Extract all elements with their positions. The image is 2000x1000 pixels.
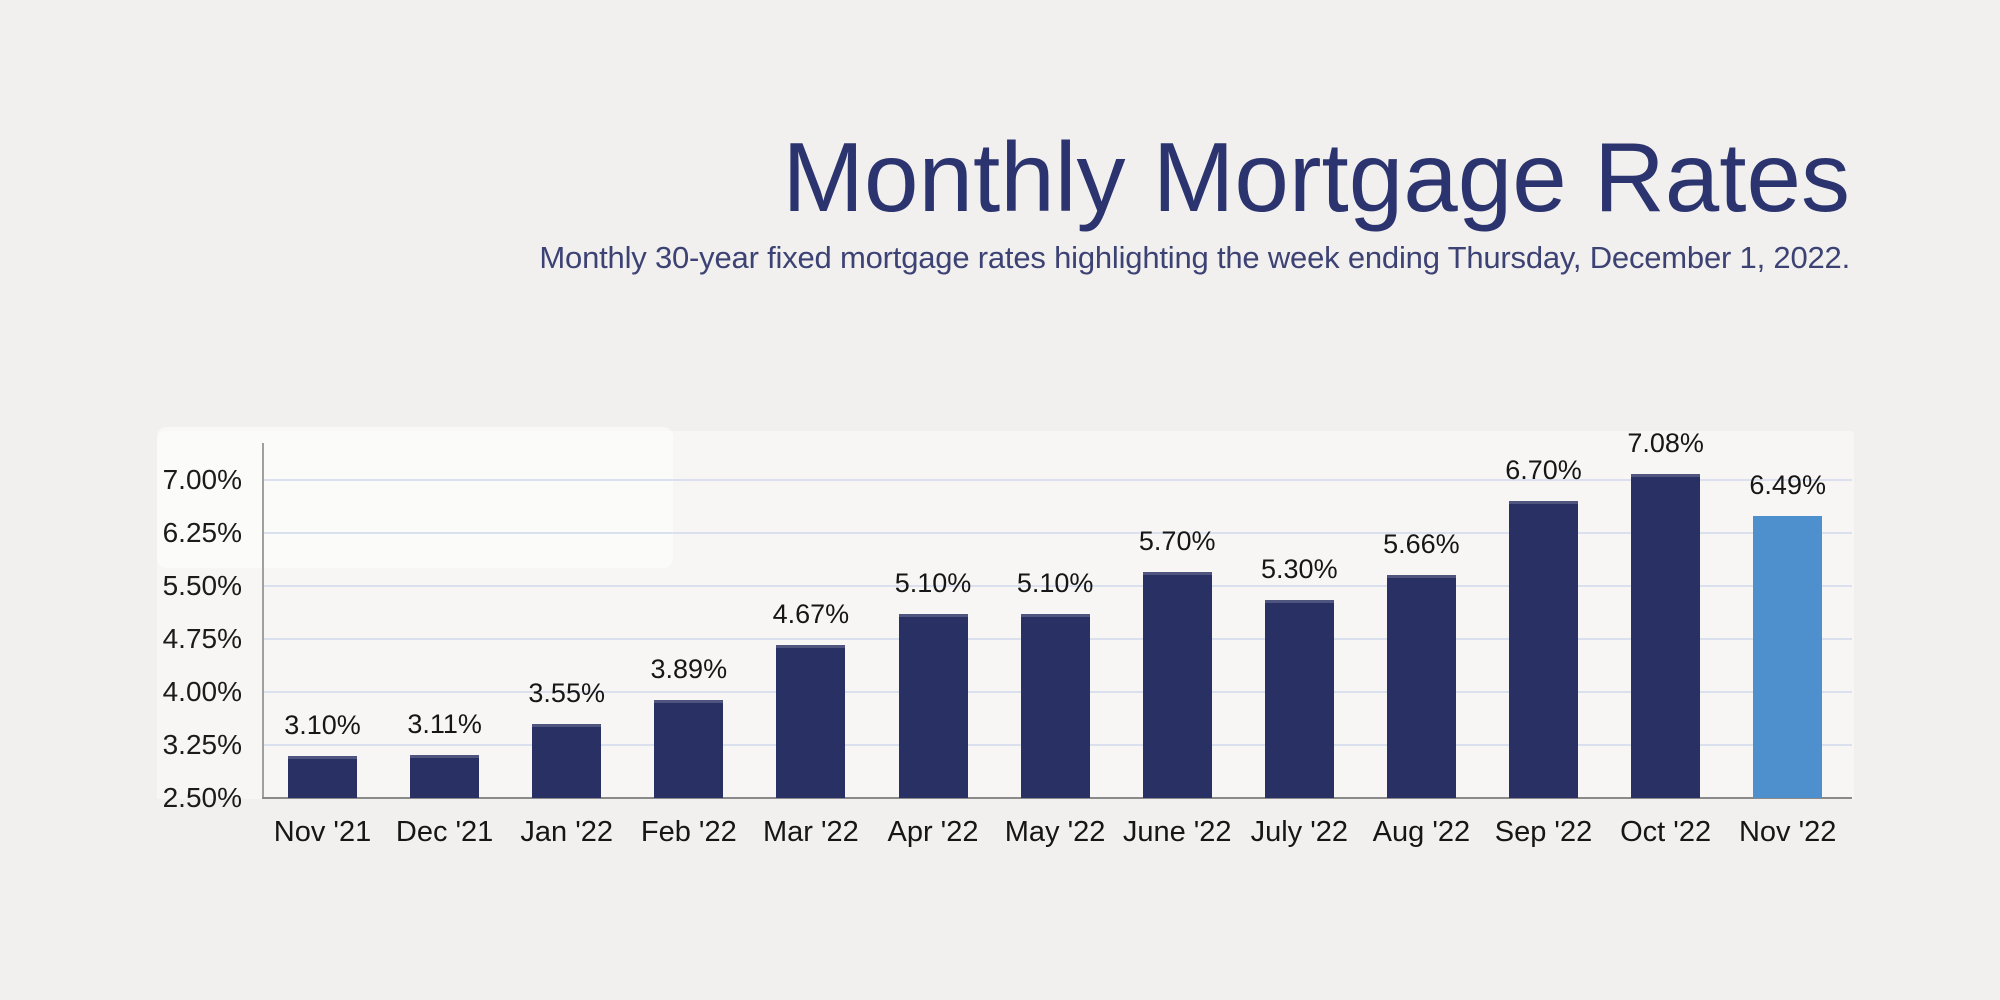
- chart-title: Monthly Mortgage Rates: [782, 122, 1850, 232]
- chart-highlight-panel: [157, 427, 673, 568]
- bar-value-label: 3.11%: [407, 708, 482, 739]
- x-tick-label: Feb '22: [640, 816, 737, 848]
- bar: [532, 723, 602, 798]
- y-tick-label: 3.25%: [162, 729, 242, 760]
- bar: [776, 644, 846, 798]
- bar-value-label: 5.10%: [1016, 568, 1094, 599]
- x-tick-label: Jan '22: [520, 816, 613, 848]
- x-tick-label: Apr '22: [887, 816, 979, 848]
- bar-value-label: 6.70%: [1505, 455, 1582, 486]
- x-tick-label: June '22: [1122, 816, 1232, 848]
- bar: [288, 755, 357, 798]
- x-tick-label: May '22: [1004, 816, 1106, 848]
- x-tick-label: Sep '22: [1494, 816, 1593, 848]
- bar-value-label: 5.66%: [1383, 528, 1460, 559]
- bar-highlighted: [1753, 516, 1823, 798]
- gridline: [264, 532, 1852, 534]
- bar: [1631, 474, 1701, 798]
- bar: [1386, 574, 1456, 798]
- bar-value-label: 5.10%: [894, 568, 972, 599]
- bar: [1509, 501, 1578, 798]
- bar: [410, 754, 480, 798]
- x-tick-label: Nov '21: [273, 816, 372, 848]
- y-tick-label: 7.00%: [162, 464, 242, 495]
- gridline: [264, 585, 1852, 587]
- y-tick-label: 5.50%: [162, 570, 242, 601]
- y-tick-label: 4.00%: [162, 676, 242, 707]
- x-tick-label: Dec '21: [395, 816, 494, 848]
- bar-value-label: 3.55%: [528, 677, 605, 708]
- x-tick-label: Aug '22: [1372, 816, 1471, 848]
- bar-value-label: 4.67%: [772, 598, 850, 629]
- bar-value-label: 6.49%: [1749, 470, 1826, 501]
- x-tick-label: Oct '22: [1620, 816, 1712, 848]
- y-axis-line: [262, 443, 264, 799]
- bar-value-label: 5.70%: [1138, 525, 1216, 556]
- bar-value-label: 7.08%: [1627, 428, 1704, 459]
- bar-value-label: 3.89%: [650, 653, 728, 684]
- x-tick-label: Mar '22: [762, 816, 859, 848]
- bar: [1020, 614, 1090, 798]
- bar: [1264, 600, 1334, 798]
- y-tick-label: 6.25%: [162, 517, 242, 548]
- chart-subtitle: Monthly 30-year fixed mortgage rates hig…: [539, 240, 1850, 275]
- bar: [898, 614, 968, 798]
- y-tick-label: 2.50%: [162, 782, 242, 813]
- x-tick-label: July '22: [1250, 816, 1348, 848]
- y-tick-label: 4.75%: [162, 623, 242, 654]
- bar-value-label: 3.10%: [284, 709, 361, 740]
- x-axis-line: [262, 797, 1852, 799]
- bar: [654, 699, 724, 798]
- gridline: [264, 479, 1852, 481]
- x-tick-label: Nov '22: [1738, 816, 1837, 848]
- bar-value-label: 5.30%: [1261, 554, 1338, 585]
- bar: [1142, 571, 1212, 798]
